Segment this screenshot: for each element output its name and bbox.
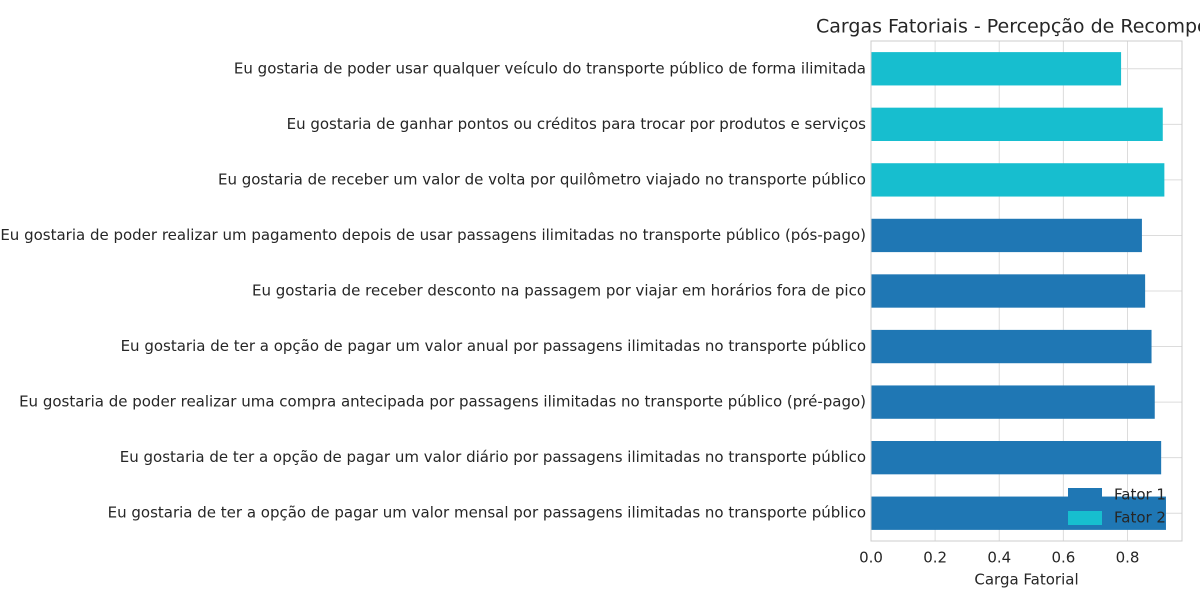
category-label: Eu gostaria de ter a opção de pagar um v… <box>121 337 866 355</box>
bar <box>871 441 1162 475</box>
x-tick-label: 0.2 <box>923 549 947 567</box>
bar <box>871 107 1163 141</box>
plot-frame <box>870 40 1183 542</box>
legend: Fator 1 Fator 2 <box>1068 486 1166 527</box>
category-label: Eu gostaria de ter a opção de pagar um v… <box>120 448 866 466</box>
bar <box>871 52 1122 86</box>
category-label: Eu gostaria de poder realizar um pagamen… <box>0 226 866 244</box>
bar <box>871 218 1142 253</box>
bar <box>871 163 1165 197</box>
category-label: Eu gostaria de receber desconto na passa… <box>252 282 866 300</box>
category-label: Eu gostaria de receber um valor de volta… <box>218 170 866 188</box>
x-tick-labels: 0.0 0.2 0.4 0.6 0.8 <box>859 549 1139 567</box>
category-label: Eu gostaria de ganhar pontos ou créditos… <box>287 115 867 133</box>
category-label: Eu gostaria de poder realizar uma compra… <box>19 393 866 411</box>
bar <box>871 496 1166 530</box>
legend-swatch <box>1068 488 1102 502</box>
bar <box>871 385 1155 419</box>
legend-label: Fator 2 <box>1114 509 1166 527</box>
x-tick-label: 0.8 <box>1116 549 1140 567</box>
bar <box>871 329 1152 364</box>
y-tick-labels: Eu gostaria de poder usar qualquer veícu… <box>0 59 866 521</box>
category-label: Eu gostaria de poder usar qualquer veícu… <box>234 59 866 77</box>
legend-swatch <box>1068 511 1102 525</box>
x-tick-label: 0.0 <box>859 549 883 567</box>
x-tick-label: 0.6 <box>1051 549 1075 567</box>
x-tick-label: 0.4 <box>987 549 1011 567</box>
bar <box>871 274 1146 308</box>
x-axis-label: Carga Fatorial <box>974 571 1078 589</box>
chart-title: Cargas Fatoriais - Percepção de Recompen… <box>816 16 1200 38</box>
legend-label: Fator 1 <box>1114 486 1166 504</box>
bars <box>871 52 1166 530</box>
category-label: Eu gostaria de ter a opção de pagar um v… <box>108 504 866 522</box>
